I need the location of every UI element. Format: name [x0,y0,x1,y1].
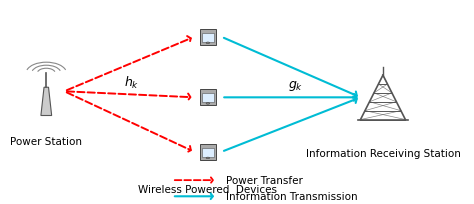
Polygon shape [41,88,52,116]
Text: Wireless Powered  Devices: Wireless Powered Devices [138,184,277,194]
Text: $h_k$: $h_k$ [124,75,139,91]
Bar [200,30,216,46]
Text: $g_k$: $g_k$ [288,79,303,93]
Text: Information Receiving Station: Information Receiving Station [306,148,460,158]
Bar [201,33,214,42]
Bar [201,148,214,157]
Text: Power Transfer: Power Transfer [226,175,303,185]
Circle shape [206,103,210,105]
Text: Power Station: Power Station [10,136,82,146]
Bar [200,90,216,106]
Bar [201,94,214,103]
Circle shape [206,157,210,159]
Text: Information Transmission: Information Transmission [226,191,357,201]
Circle shape [206,43,210,44]
Bar [200,144,216,160]
